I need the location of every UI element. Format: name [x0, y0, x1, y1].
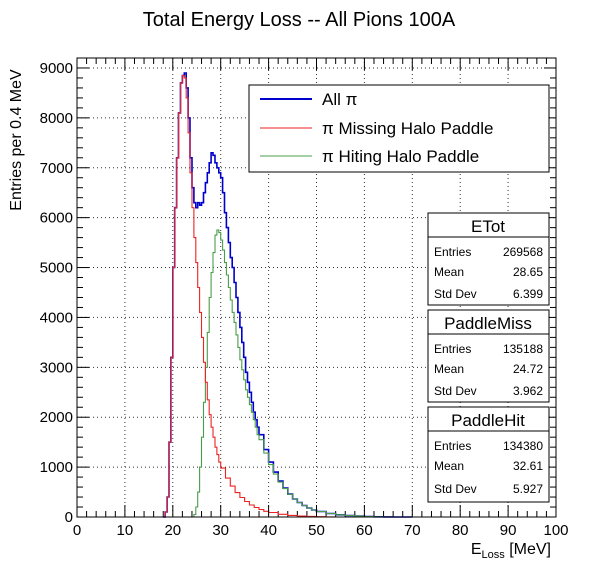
stats-paddlemiss-stddev-value: 3.962 [513, 384, 543, 398]
x-tick-label-1: 10 [117, 522, 134, 539]
x-tick-label-5: 50 [308, 522, 325, 539]
stats-etot-stddev-label: Std Dev [434, 287, 477, 301]
x-tick-label-8: 80 [452, 522, 469, 539]
y-tick-label-8: 8000 [40, 110, 73, 127]
y-tick-label-1: 1000 [40, 459, 73, 476]
series-hiting-halo-paddle [192, 229, 413, 518]
stats-box-paddlemiss: PaddleMiss Entries 135188 Mean 24.72 Std… [427, 309, 550, 403]
y-tick-label-3: 3000 [40, 359, 73, 376]
x-axis-label-unit: [MeV] [505, 541, 551, 558]
x-axis-label-sub: Loss [482, 549, 506, 561]
y-tick-label-6: 6000 [40, 210, 73, 227]
stats-paddlehit-stddev-value: 5.927 [513, 482, 543, 496]
x-axis-label: ELoss [MeV] [471, 541, 551, 561]
stats-etot-entries-value: 269568 [503, 245, 543, 259]
stats-box-etot-title: ETot [471, 217, 505, 236]
stats-box-paddlehit-frame [427, 406, 550, 503]
stats-box-etot: ETot Entries 269568 Mean 28.65 Std Dev 6… [427, 212, 550, 306]
y-tick-label-9: 9000 [40, 60, 73, 77]
stats-box-paddlehit: PaddleHit Entries 134380 Mean 32.61 Std … [427, 406, 550, 503]
y-tick-label-7: 7000 [40, 160, 73, 177]
stats-etot-entries-label: Entries [434, 245, 471, 259]
stats-etot-stddev-value: 6.399 [513, 287, 543, 301]
x-tick-label-9: 90 [500, 522, 517, 539]
stats-paddlemiss-entries-label: Entries [434, 342, 471, 356]
x-axis: 0 10 20 30 40 50 60 70 80 90 100 [73, 58, 569, 539]
series-missing-halo-paddle [163, 74, 337, 518]
stats-paddlemiss-mean-value: 24.72 [513, 362, 543, 376]
x-tick-label-4: 40 [260, 522, 277, 539]
stats-paddlemiss-entries-value: 135188 [503, 342, 543, 356]
y-tick-label-0: 0 [65, 509, 73, 526]
stats-box-paddlemiss-title: PaddleMiss [444, 314, 532, 333]
legend-label-miss: π Missing Halo Paddle [322, 119, 493, 138]
stats-paddlehit-mean-label: Mean [434, 459, 464, 473]
stats-paddlemiss-mean-label: Mean [434, 362, 464, 376]
x-tick-label-7: 70 [404, 522, 421, 539]
stats-box-paddlehit-title: PaddleHit [451, 411, 525, 430]
y-tick-label-2: 2000 [40, 409, 73, 426]
legend: All π π Missing Halo Paddle π Hiting Hal… [248, 84, 550, 173]
x-axis-label-main: E [471, 541, 482, 558]
stats-paddlehit-stddev-label: Std Dev [434, 482, 477, 496]
stats-box-paddlemiss-frame [427, 309, 550, 403]
x-tick-label-3: 30 [212, 522, 229, 539]
stats-etot-mean-value: 28.65 [513, 265, 543, 279]
y-tick-label-5: 5000 [40, 260, 73, 277]
stats-etot-mean-label: Mean [434, 265, 464, 279]
chart-title: Total Energy Loss -- All Pions 100A [143, 9, 456, 31]
stats-paddlehit-mean-value: 32.61 [513, 459, 543, 473]
y-axis: 0 1000 2000 3000 4000 5000 6000 7000 8000 9000 [40, 60, 556, 526]
stats-paddlehit-entries-value: 134380 [503, 439, 543, 453]
x-tick-label-0: 0 [73, 522, 81, 539]
legend-label-hit: π Hiting Halo Paddle [322, 147, 479, 166]
x-tick-label-6: 60 [356, 522, 373, 539]
x-tick-label-2: 20 [164, 522, 181, 539]
y-axis-label: Entries per 0.4 MeV [8, 69, 25, 211]
stats-paddlehit-entries-label: Entries [434, 439, 471, 453]
legend-label-all: All π [322, 90, 357, 109]
y-tick-label-4: 4000 [40, 309, 73, 326]
x-tick-label-10: 100 [543, 522, 568, 539]
stats-box-etot-frame [427, 212, 550, 306]
minor-ticks [77, 57, 556, 517]
series-layer [163, 72, 413, 518]
stats-paddlemiss-stddev-label: Std Dev [434, 384, 477, 398]
